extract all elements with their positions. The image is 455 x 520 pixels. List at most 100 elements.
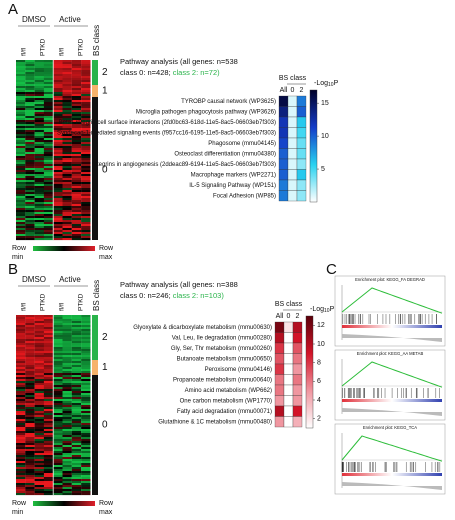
heatmap-cell [71,491,82,494]
heatmap-cell [25,156,35,159]
heatmap-cell [34,369,44,372]
heatmap-cell [34,204,44,207]
heatmap-cell [53,64,63,67]
heatmap-cell [34,477,44,480]
heatmap-cell [62,170,72,173]
heatmap-cell [25,208,35,211]
heatmap-cell [81,70,91,73]
heatmap-cell [53,493,63,496]
heatmap-cell [16,136,26,139]
heatmap-cell [53,323,63,326]
legend-text: Row [99,245,114,252]
heatmap-cell [62,489,72,492]
heatmap-cell [16,96,26,99]
heatmap-cell [62,110,72,113]
heatmap-cell [53,176,63,179]
heatmap-cell [71,170,82,173]
heatmap-cell [62,182,72,185]
heatmap-cell [43,407,54,410]
heatmap-cell [53,409,63,412]
heatmap-cell [43,315,54,318]
heatmap-cell [25,228,35,231]
heatmap-cell [25,405,35,408]
heatmap-cell [34,395,44,398]
heatmap-cell [34,485,44,488]
heatmap-cell [53,327,63,330]
heatmap-cell [43,379,54,382]
heatmap-cell [53,359,63,362]
heatmap-cell [81,455,91,458]
heatmap-cell [81,132,91,135]
heatmap-cell [62,395,72,398]
heatmap-cell [81,142,91,145]
heatmap-cell [34,220,44,223]
label-part: P [334,80,339,87]
heatmap-cell [43,323,54,326]
column-label: PTKD [40,293,47,311]
heatmap-cell [16,401,26,404]
heatmap-cell [25,88,35,91]
heatmap-cell [34,120,44,123]
heatmap-cell [34,218,44,221]
heatmap-cell [43,471,54,474]
heatmap-cell [34,483,44,486]
heatmap-cell [16,403,26,406]
heatmap-cell [53,459,63,462]
heatmap-cell [16,339,26,342]
heatmap-cell [43,194,54,197]
heatmap-cell [16,423,26,426]
heatmap-cell [43,425,54,428]
heatmap-cell [16,439,26,442]
heatmap-cell [43,88,54,91]
heatmap-cell [62,331,72,334]
heatmap-cell [81,417,91,420]
heatmap-cell [62,327,72,330]
heatmap-cell [81,443,91,446]
heatmap-cell [34,138,44,141]
heatmap-cell [53,114,63,117]
heatmap-cell [25,435,35,438]
heatmap-cell [71,134,82,137]
heatmap-cell [62,393,72,396]
heatmap-cell [81,118,91,121]
heatmap-cell [43,401,54,404]
heatmap-cell [25,459,35,462]
class-label: 1 [102,362,108,373]
heatmap-cell [16,200,26,203]
heatmap-cell [71,377,82,380]
colorbar-tick-label: 5 [321,166,325,173]
heatmap-cell [34,417,44,420]
heatmap-cell [25,166,35,169]
heatmap-cell [62,70,72,73]
heatmap-cell [81,437,91,440]
heatmap-cell [81,471,91,474]
heatmap-cell [25,80,35,83]
heatmap-cell [81,389,91,392]
heatmap-cell [62,208,72,211]
heatmap-cell [81,122,91,125]
heatmap-cell [34,383,44,386]
heatmap-cell [81,194,91,197]
heatmap-cell [81,128,91,131]
heatmap-cell [62,136,72,139]
heatmap-cell [25,315,35,318]
heatmap-cell [25,473,35,476]
heatmap-cell [34,176,44,179]
pathway: Macrophage markers (WP2271) [191,172,276,178]
heatmap-cell [81,335,91,338]
heatmap-cell [16,351,26,354]
heatmap-cell [25,461,35,464]
heatmap-cell [34,144,44,147]
row-legend-bar [33,246,95,251]
heatmap-cell [62,407,72,410]
heatmap-cell [81,198,91,201]
heatmap-cell [71,353,82,356]
heatmap-cell [53,357,63,360]
heatmap-cell [71,379,82,382]
heatmap-cell [71,96,82,99]
heatmap-cell [62,108,72,111]
heatmap-cell [43,238,54,241]
heatmap-cell [16,365,26,368]
heatmap-cell [62,351,72,354]
heatmap-cell [81,76,91,79]
